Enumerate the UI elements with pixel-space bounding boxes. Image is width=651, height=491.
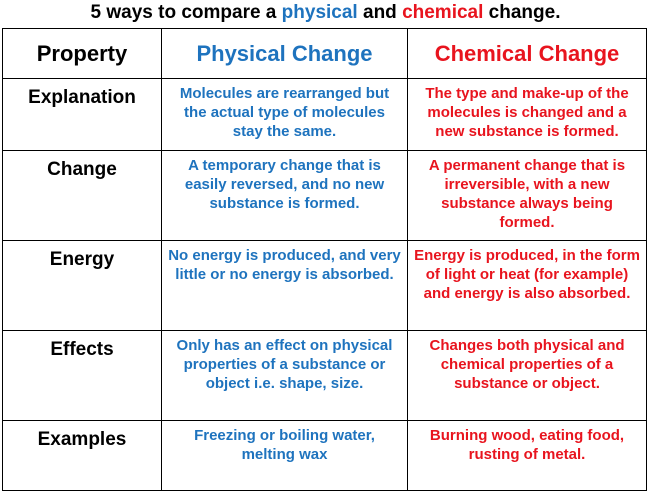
property-cell: Effects	[2, 330, 162, 421]
title-suffix: change.	[483, 2, 561, 23]
title-physical-word: physical	[281, 2, 358, 23]
property-cell: Examples	[2, 420, 162, 491]
table-row: Change A temporary change that is easily…	[2, 150, 647, 241]
chemical-cell: The type and make-up of the molecules is…	[407, 78, 647, 151]
header-physical-change: Physical Change	[161, 28, 408, 79]
property-cell: Explanation	[2, 78, 162, 151]
table-row: Energy No energy is produced, and very l…	[2, 240, 647, 331]
table-header-row: Property Physical Change Chemical Change	[2, 28, 647, 79]
page-title: 5 ways to compare a physical and chemica…	[0, 0, 651, 26]
table-row: Effects Only has an effect on physical p…	[2, 330, 647, 421]
table-row: Explanation Molecules are rearranged but…	[2, 78, 647, 151]
comparison-table: Property Physical Change Chemical Change…	[2, 28, 647, 491]
header-property: Property	[2, 28, 162, 79]
title-chemical-word: chemical	[402, 2, 484, 23]
title-prefix: 5 ways to compare a	[90, 2, 282, 23]
chemical-cell: Energy is produced, in the form of light…	[407, 240, 647, 331]
property-cell: Energy	[2, 240, 162, 331]
physical-cell: Freezing or boiling water, melting wax	[161, 420, 408, 491]
chemical-cell: Burning wood, eating food, rusting of me…	[407, 420, 647, 491]
title-middle: and	[357, 2, 403, 23]
property-cell: Change	[2, 150, 162, 241]
physical-cell: Molecules are rearranged but the actual …	[161, 78, 408, 151]
physical-cell: A temporary change that is easily revers…	[161, 150, 408, 241]
table-row: Examples Freezing or boiling water, melt…	[2, 420, 647, 491]
chemical-cell: Changes both physical and chemical prope…	[407, 330, 647, 421]
header-chemical-change: Chemical Change	[407, 28, 647, 79]
physical-cell: No energy is produced, and very little o…	[161, 240, 408, 331]
chemical-cell: A permanent change that is irreversible,…	[407, 150, 647, 241]
physical-cell: Only has an effect on physical propertie…	[161, 330, 408, 421]
